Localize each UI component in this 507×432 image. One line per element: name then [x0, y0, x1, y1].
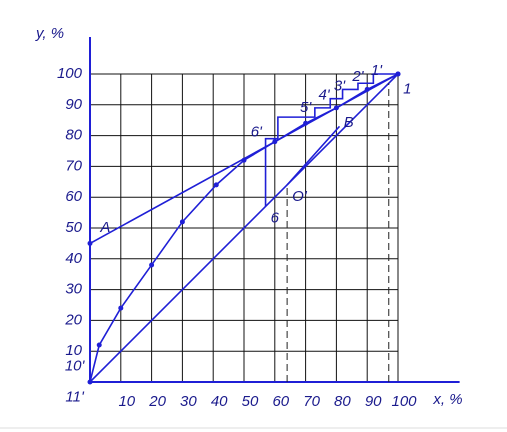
x-tick-label: 80 — [334, 393, 351, 410]
data-point — [96, 342, 102, 348]
x-tick-label: 20 — [148, 393, 166, 410]
x-tick-label: 60 — [272, 393, 289, 410]
y-tick-label: 40 — [65, 250, 82, 267]
x-tick-label: 30 — [180, 393, 197, 410]
x-tick-label: 50 — [242, 393, 259, 410]
annotation: 5' — [300, 99, 312, 116]
y-tick-label: 10 — [65, 342, 82, 359]
data-line — [286, 125, 341, 186]
x-tick-label: 40 — [211, 393, 228, 410]
x-tick-label: 90 — [365, 393, 382, 410]
y-tick-label: 30 — [65, 281, 82, 298]
annotation: 1 — [403, 80, 411, 97]
annotation: 1' — [371, 62, 383, 79]
annotation: 3' — [334, 77, 346, 94]
y-tick-label: 90 — [65, 96, 82, 113]
annotation: 4' — [318, 87, 330, 104]
data-point — [179, 219, 185, 225]
annotation: B — [344, 114, 354, 131]
y-tick-label: 50 — [65, 219, 82, 236]
annotation: 6 — [271, 210, 280, 227]
annotation: A — [99, 219, 110, 236]
y-tick-label: 70 — [65, 157, 82, 174]
data-line — [264, 73, 398, 207]
y-tick-label: 20 — [64, 311, 82, 328]
y-axis-label: y, % — [35, 25, 64, 42]
y-tick-label: 60 — [65, 188, 82, 205]
x-tick-label: 70 — [303, 393, 320, 410]
data-line — [89, 73, 399, 383]
data-line — [89, 73, 399, 245]
y-tick-label: 100 — [57, 65, 83, 82]
data-point — [213, 182, 219, 188]
x-tick-label: 10 — [118, 393, 135, 410]
annotation: 2' — [351, 68, 364, 85]
annotation: O' — [292, 188, 308, 205]
y-tick-label: 80 — [65, 127, 82, 144]
data-point — [118, 305, 124, 311]
x-tick-label: 100 — [391, 393, 417, 410]
data-point — [87, 240, 93, 246]
x-axis-label: x, % — [432, 391, 462, 408]
annotation: 11' — [65, 388, 85, 405]
data-point — [149, 262, 155, 268]
annotation: 6' — [251, 123, 263, 140]
annotation: 10' — [65, 358, 86, 375]
